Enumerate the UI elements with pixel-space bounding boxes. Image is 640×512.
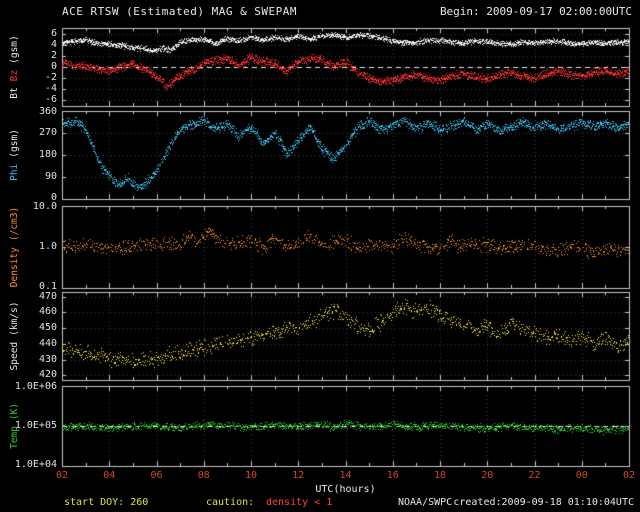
y-tick-label: 4 <box>50 38 57 50</box>
y-tick-label: 180 <box>38 149 57 160</box>
begin-timestamp: Begin: 2009-09-17 02:00:00UTC <box>439 5 632 18</box>
y-tick-label: 1.0 <box>38 241 57 252</box>
panel-ylabel-part: Bz <box>8 69 20 82</box>
x-tick-label: 22 <box>528 470 541 481</box>
footer-caution-label: caution: <box>206 497 255 508</box>
y-tick-label: 90 <box>44 171 57 182</box>
y-tick-label: 420 <box>38 369 57 381</box>
x-tick-label: 00 <box>575 470 588 481</box>
y-tick-label: 1.0E+06 <box>14 381 57 392</box>
y-tick-label: 360 <box>38 106 57 117</box>
panel-ylabel-part: Density <box>8 247 20 288</box>
footer-agency: NOAA/SWPC <box>398 497 453 508</box>
panel-ylabel-part: Bt <box>8 87 20 99</box>
panel-ylabel-part: Speed <box>8 341 20 371</box>
panel-ylabel: Density (/cm3) <box>8 206 20 288</box>
panel-ylabel-part: (K) <box>8 402 20 421</box>
footer-created-timestamp: created:2009-09-18 01:10:04UTC <box>453 497 634 508</box>
y-tick-label: -2 <box>44 72 57 84</box>
x-tick-label: 20 <box>481 470 494 481</box>
y-tick-label: 0 <box>50 61 57 72</box>
panel-ylabel: Speed (km/s) <box>8 292 20 380</box>
panel-ylabel-part: (km/s) <box>8 301 20 336</box>
y-tick-label: -4 <box>44 83 57 95</box>
y-tick-label: 0.1 <box>38 281 57 292</box>
y-tick-label: 10.0 <box>32 201 57 212</box>
y-tick-label: 450 <box>38 322 57 334</box>
y-tick-label: 460 <box>38 306 57 318</box>
y-tick-label: 470 <box>38 290 57 302</box>
panel-ylabel: Phi (gsm) <box>8 111 20 199</box>
y-tick-label: 440 <box>38 337 57 349</box>
panel-ylabel-part: Phi <box>8 163 20 181</box>
x-tick-label: 02 <box>55 470 69 481</box>
footer-start-doy: start DOY: 260 <box>64 497 149 508</box>
panel-ylabel: Bt Bz (gsm) <box>8 28 20 106</box>
y-tick-label: 6 <box>50 27 57 39</box>
y-tick-label: -6 <box>44 94 57 106</box>
panel-ylabel-part: (gsm) <box>8 35 20 64</box>
x-tick-label: 06 <box>150 470 163 481</box>
panel-ylabel-part: (gsm) <box>8 129 20 158</box>
y-tick-label: 430 <box>38 353 57 365</box>
x-tick-label: 18 <box>433 470 447 481</box>
panel-ylabel-part: Temp <box>8 426 20 450</box>
y-tick-label: 270 <box>38 127 57 138</box>
x-axis-label: UTC(hours) <box>315 484 376 495</box>
x-tick-label: 04 <box>103 470 116 481</box>
x-tick-label: 10 <box>244 470 258 481</box>
chart-title: ACE RTSW (Estimated) MAG & SWEPAM <box>62 5 298 18</box>
x-tick-label: 12 <box>292 470 305 481</box>
y-tick-label: 1.0E+04 <box>14 459 57 470</box>
x-tick-label: 02 <box>622 470 636 481</box>
panel-ylabel: Temp (K) <box>8 386 20 466</box>
panel-ylabel-part: (/cm3) <box>8 206 20 242</box>
y-tick-label: 1.0E+05 <box>14 420 57 431</box>
footer-caution-value: density < 1 <box>266 497 333 508</box>
x-tick-label: 14 <box>339 470 352 481</box>
y-tick-label: 2 <box>50 49 57 61</box>
x-tick-label: 08 <box>197 470 210 481</box>
x-tick-label: 16 <box>386 470 399 481</box>
y-tick-label: 0 <box>50 192 57 203</box>
